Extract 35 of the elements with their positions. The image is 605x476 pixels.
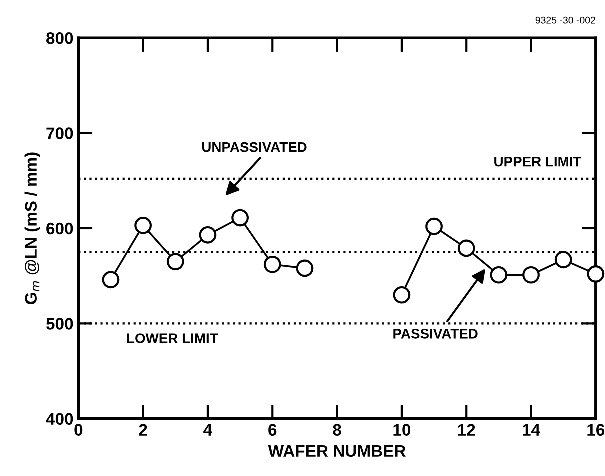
x-tick-label: 0 xyxy=(74,424,83,436)
point xyxy=(554,251,572,269)
annotation: UNPASSIVATED xyxy=(202,142,307,152)
point xyxy=(232,209,249,227)
point xyxy=(393,286,411,304)
text: 9325 -30 -002 xyxy=(536,16,596,24)
x-tick-label: 8 xyxy=(333,424,342,436)
point xyxy=(426,218,443,236)
point xyxy=(166,253,184,270)
y-tick-label: 400 xyxy=(46,413,74,426)
x-tick-label: 2 xyxy=(139,424,148,436)
point xyxy=(134,216,152,234)
y-tick-label: 800 xyxy=(46,32,74,44)
point xyxy=(522,266,540,284)
point xyxy=(264,256,282,274)
x-tick-label: 14 xyxy=(523,424,540,436)
point xyxy=(296,260,314,278)
y-axis-title: G$_{m}$ @LN (mS / mm) xyxy=(24,152,40,304)
point xyxy=(458,240,476,258)
point xyxy=(199,226,217,244)
x-tick-label: 10 xyxy=(394,424,411,436)
y-tick-label: 600 xyxy=(46,222,74,235)
y-tick-label: 500 xyxy=(46,318,74,330)
point xyxy=(587,265,605,283)
x-tick-label: 16 xyxy=(588,424,605,436)
x-tick-label: 6 xyxy=(268,424,277,436)
point xyxy=(490,266,508,284)
x-tick-label: 4 xyxy=(204,424,213,436)
ref-line-label: UPPER LIMIT xyxy=(494,157,582,167)
point xyxy=(102,271,120,289)
x-axis-title: WAFER NUMBER xyxy=(268,445,406,458)
x-tick-label: 12 xyxy=(458,424,476,436)
ref-line-label: LOWER LIMIT xyxy=(127,334,218,344)
annotation: PASSIVATED xyxy=(394,328,478,339)
y-tick-label: 700 xyxy=(46,128,74,140)
